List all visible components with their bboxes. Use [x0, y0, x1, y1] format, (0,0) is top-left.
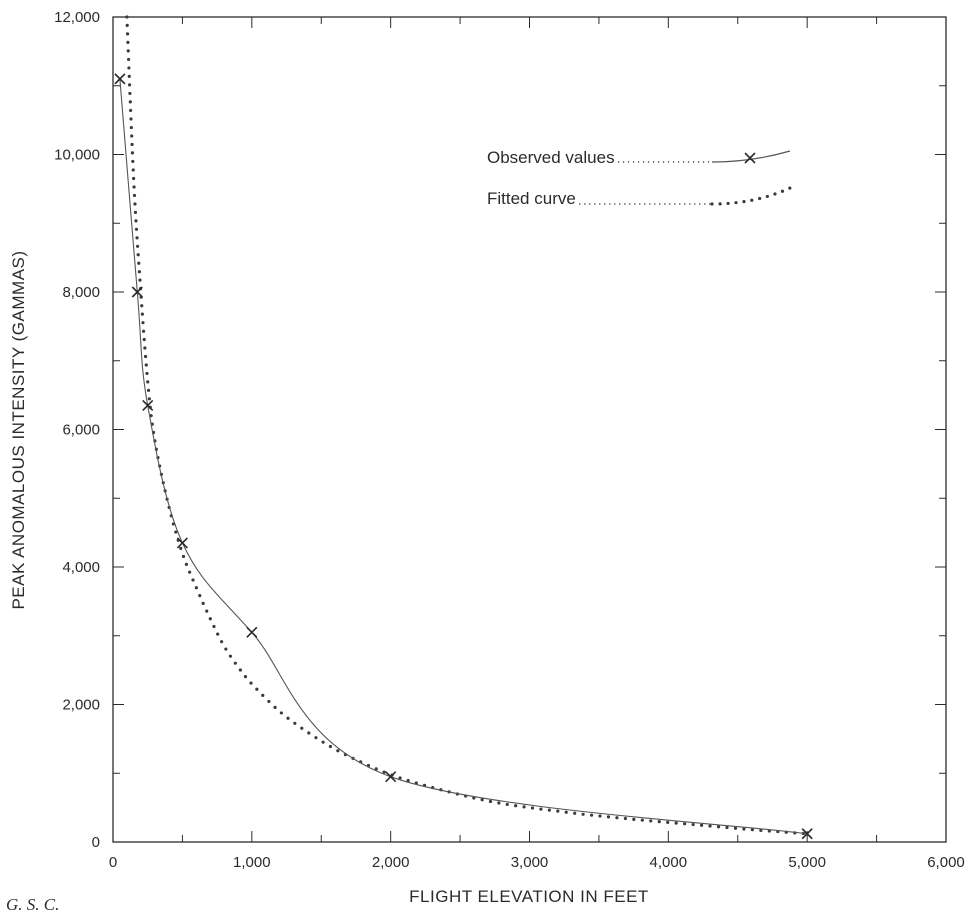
- x-tick-label: 6,000: [927, 854, 965, 871]
- y-tick-label: 8,000: [62, 284, 100, 301]
- observed-point: [176, 537, 188, 549]
- observed-point: [131, 286, 143, 298]
- x-tick-label: 4,000: [650, 854, 688, 871]
- x-tick-label: 2,000: [372, 854, 410, 871]
- legend-label-fitted: Fitted curve: [487, 189, 576, 208]
- x-axis-label: FLIGHT ELEVATION IN FEET: [409, 887, 649, 906]
- y-tick-label: 0: [92, 834, 100, 851]
- observed-values-line: [119, 78, 808, 835]
- legend-label-observed: Observed values: [487, 148, 615, 167]
- y-axis-label: PEAK ANOMALOUS INTENSITY (GAMMAS): [9, 250, 28, 609]
- observed-point: [801, 828, 813, 840]
- x-tick-label: 3,000: [511, 854, 549, 871]
- observed-point: [114, 73, 126, 85]
- x-tick-label: 0: [109, 854, 117, 871]
- legend-fitted-sample: [710, 186, 792, 206]
- y-tick-label: 6,000: [62, 422, 100, 439]
- observed-point: [142, 399, 154, 412]
- fitted-curve-series: [125, 15, 809, 836]
- y-tick-label: 2,000: [62, 697, 100, 714]
- x-tick-label: 1,000: [233, 854, 271, 871]
- credit-text: G. S. C.: [6, 895, 59, 914]
- observed-values-series: [114, 73, 813, 840]
- x-tick-label: 5,000: [788, 854, 826, 871]
- legend-observed-guide: [619, 151, 790, 162]
- y-tick-label: 12,000: [54, 9, 100, 26]
- legend-observed-marker: [744, 152, 756, 164]
- x-axis-ticks: 0 1,000 2,000 3,000 4,000 5,000 6,000: [109, 17, 965, 871]
- y-tick-label: 4,000: [62, 559, 100, 576]
- observed-point: [246, 626, 258, 638]
- y-tick-label: 10,000: [54, 147, 100, 164]
- legend: Observed values Fitted curve: [487, 148, 792, 208]
- fitted-curve-line: [125, 15, 809, 836]
- observed-point: [385, 771, 397, 783]
- plot-frame: [112, 16, 947, 843]
- y-axis-ticks: 0 2,000 4,000 6,000 8,000 10,000 12,000: [54, 9, 946, 851]
